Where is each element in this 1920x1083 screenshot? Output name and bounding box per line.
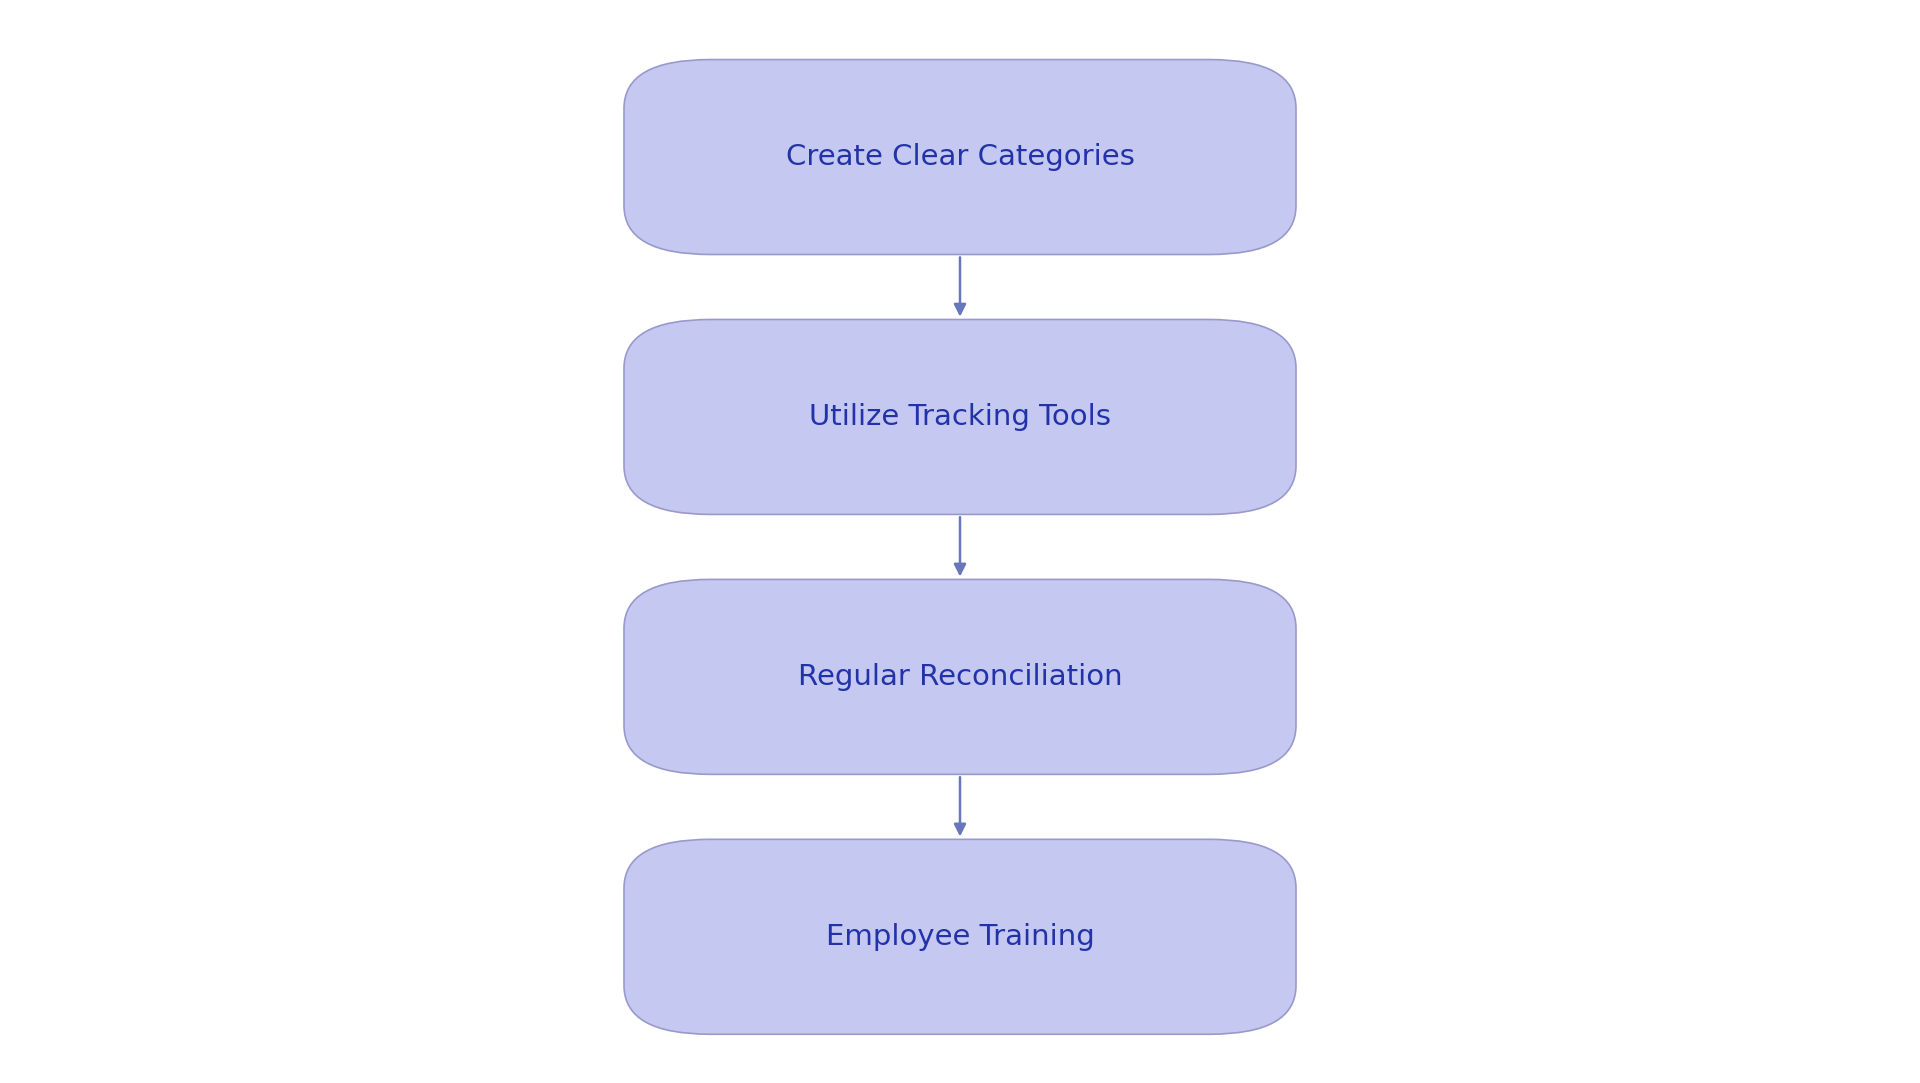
- Text: Regular Reconciliation: Regular Reconciliation: [797, 663, 1123, 691]
- FancyBboxPatch shape: [624, 579, 1296, 774]
- Text: Utilize Tracking Tools: Utilize Tracking Tools: [808, 403, 1112, 431]
- FancyBboxPatch shape: [624, 319, 1296, 514]
- FancyBboxPatch shape: [624, 60, 1296, 255]
- FancyBboxPatch shape: [624, 839, 1296, 1034]
- Text: Employee Training: Employee Training: [826, 923, 1094, 951]
- Text: Create Clear Categories: Create Clear Categories: [785, 143, 1135, 171]
